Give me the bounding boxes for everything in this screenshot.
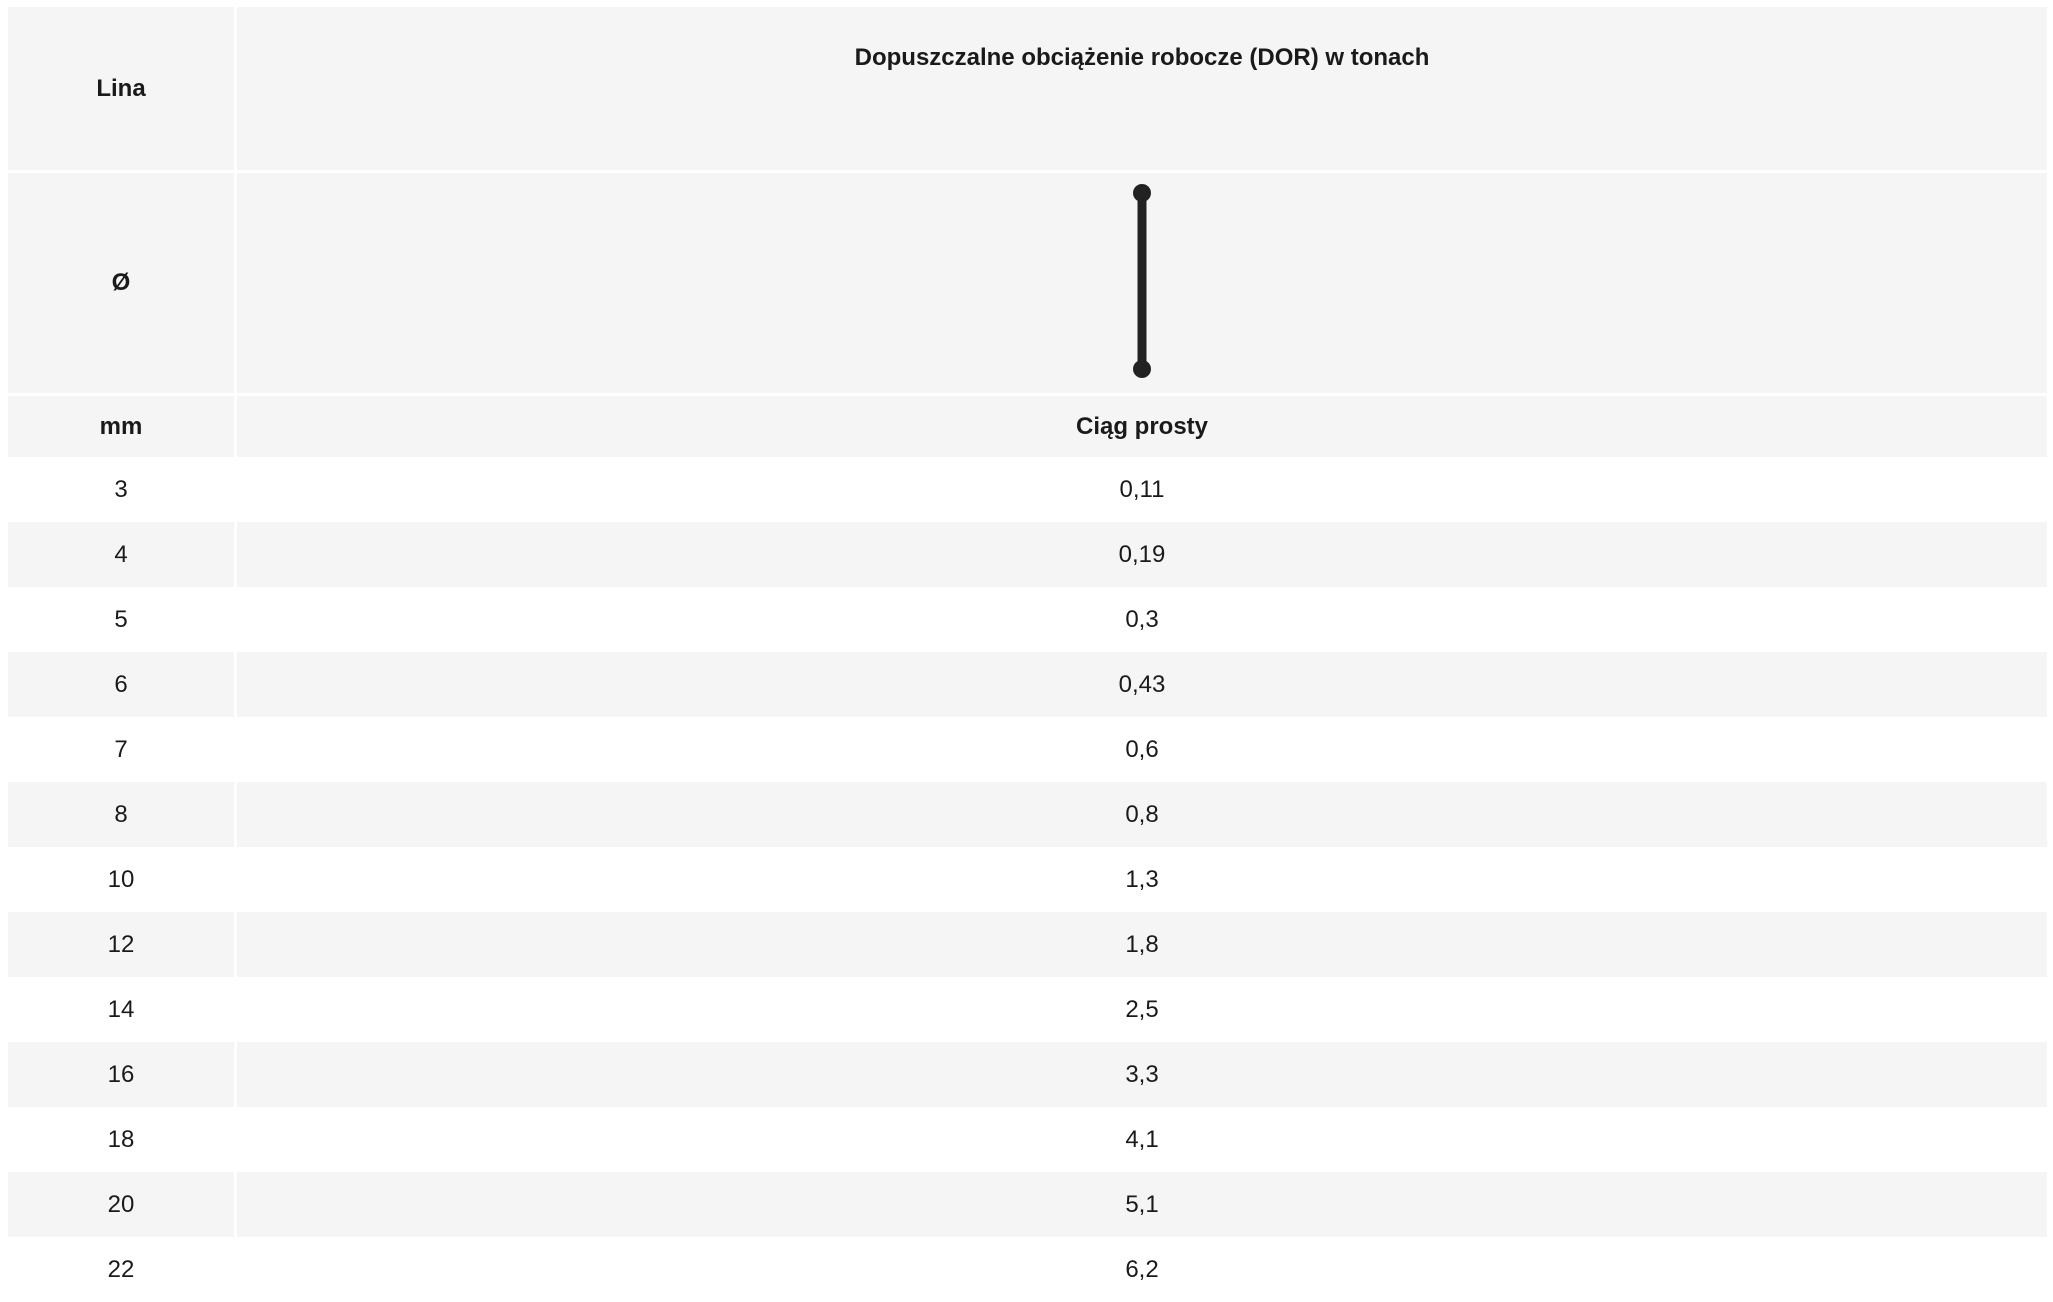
table-row: 7 0,6 (8, 717, 2047, 782)
cell-diameter: 20 (107, 1190, 135, 1218)
table-header-unit-row: mm Ciąg prosty (8, 393, 2047, 457)
cell-wll: 0,11 (1119, 475, 1165, 503)
cell-wll: 0,8 (234, 782, 2047, 847)
table-row: 20 5,1 (8, 1172, 2047, 1237)
cell-wll: 0,43 (234, 652, 2047, 717)
cell-diameter: 22 (107, 1255, 135, 1283)
cell-wll: 1,3 (1125, 865, 1159, 893)
table-row: 4 0,19 (8, 522, 2047, 587)
cell-wll: 0,6 (1125, 735, 1159, 763)
cell-wll: 6,2 (1125, 1255, 1159, 1283)
cell-wll: 5,1 (234, 1172, 2047, 1237)
header-sling-icon-cell (234, 173, 2047, 393)
table-row: 22 6,2 (8, 1237, 2047, 1302)
cell-wll: 3,3 (234, 1042, 2047, 1107)
header-rope-label: Lina (96, 74, 146, 102)
cell-wll: 0,3 (1125, 605, 1159, 633)
cell-diameter: 4 (114, 540, 128, 568)
cell-wll: 0,19 (234, 522, 2047, 587)
table-header-title-row: Lina Dopuszczalne obciążenie robocze (DO… (8, 7, 2047, 170)
table-row: 14 2,5 (8, 977, 2047, 1042)
cell-wll: 4,1 (1125, 1125, 1159, 1153)
wll-table: Lina Dopuszczalne obciążenie robocze (DO… (8, 7, 2047, 1302)
table-row: 8 0,8 (8, 782, 2047, 847)
cell-diameter: 16 (107, 1060, 135, 1088)
straight-lift-sling-icon (1133, 184, 1151, 378)
cell-diameter: 3 (114, 475, 128, 503)
header-straight-lift: Ciąg prosty (234, 396, 2047, 457)
cell-diameter: 10 (107, 865, 135, 893)
header-unit-mm: mm (99, 412, 143, 440)
cell-wll: 1,8 (234, 912, 2047, 977)
table-row: 12 1,8 (8, 912, 2047, 977)
table-row: 6 0,43 (8, 652, 2047, 717)
table-row: 16 3,3 (8, 1042, 2047, 1107)
header-diameter-symbol: Ø (111, 269, 131, 296)
cell-diameter: 7 (114, 735, 128, 763)
cell-diameter: 8 (114, 800, 128, 828)
cell-diameter: 18 (107, 1125, 135, 1153)
cell-diameter: 6 (114, 670, 128, 698)
header-wll-title: Dopuszczalne obciążenie robocze (DOR) w … (234, 7, 2047, 170)
cell-diameter: 14 (107, 995, 135, 1023)
table-row: 5 0,3 (8, 587, 2047, 652)
table-row: 3 0,11 (8, 457, 2047, 522)
cell-diameter: 12 (107, 930, 135, 958)
table-row: 18 4,1 (8, 1107, 2047, 1172)
table-row: 10 1,3 (8, 847, 2047, 912)
cell-wll: 2,5 (1125, 995, 1159, 1023)
cell-diameter: 5 (114, 605, 128, 633)
table-header-icon-row: Ø (8, 170, 2047, 393)
